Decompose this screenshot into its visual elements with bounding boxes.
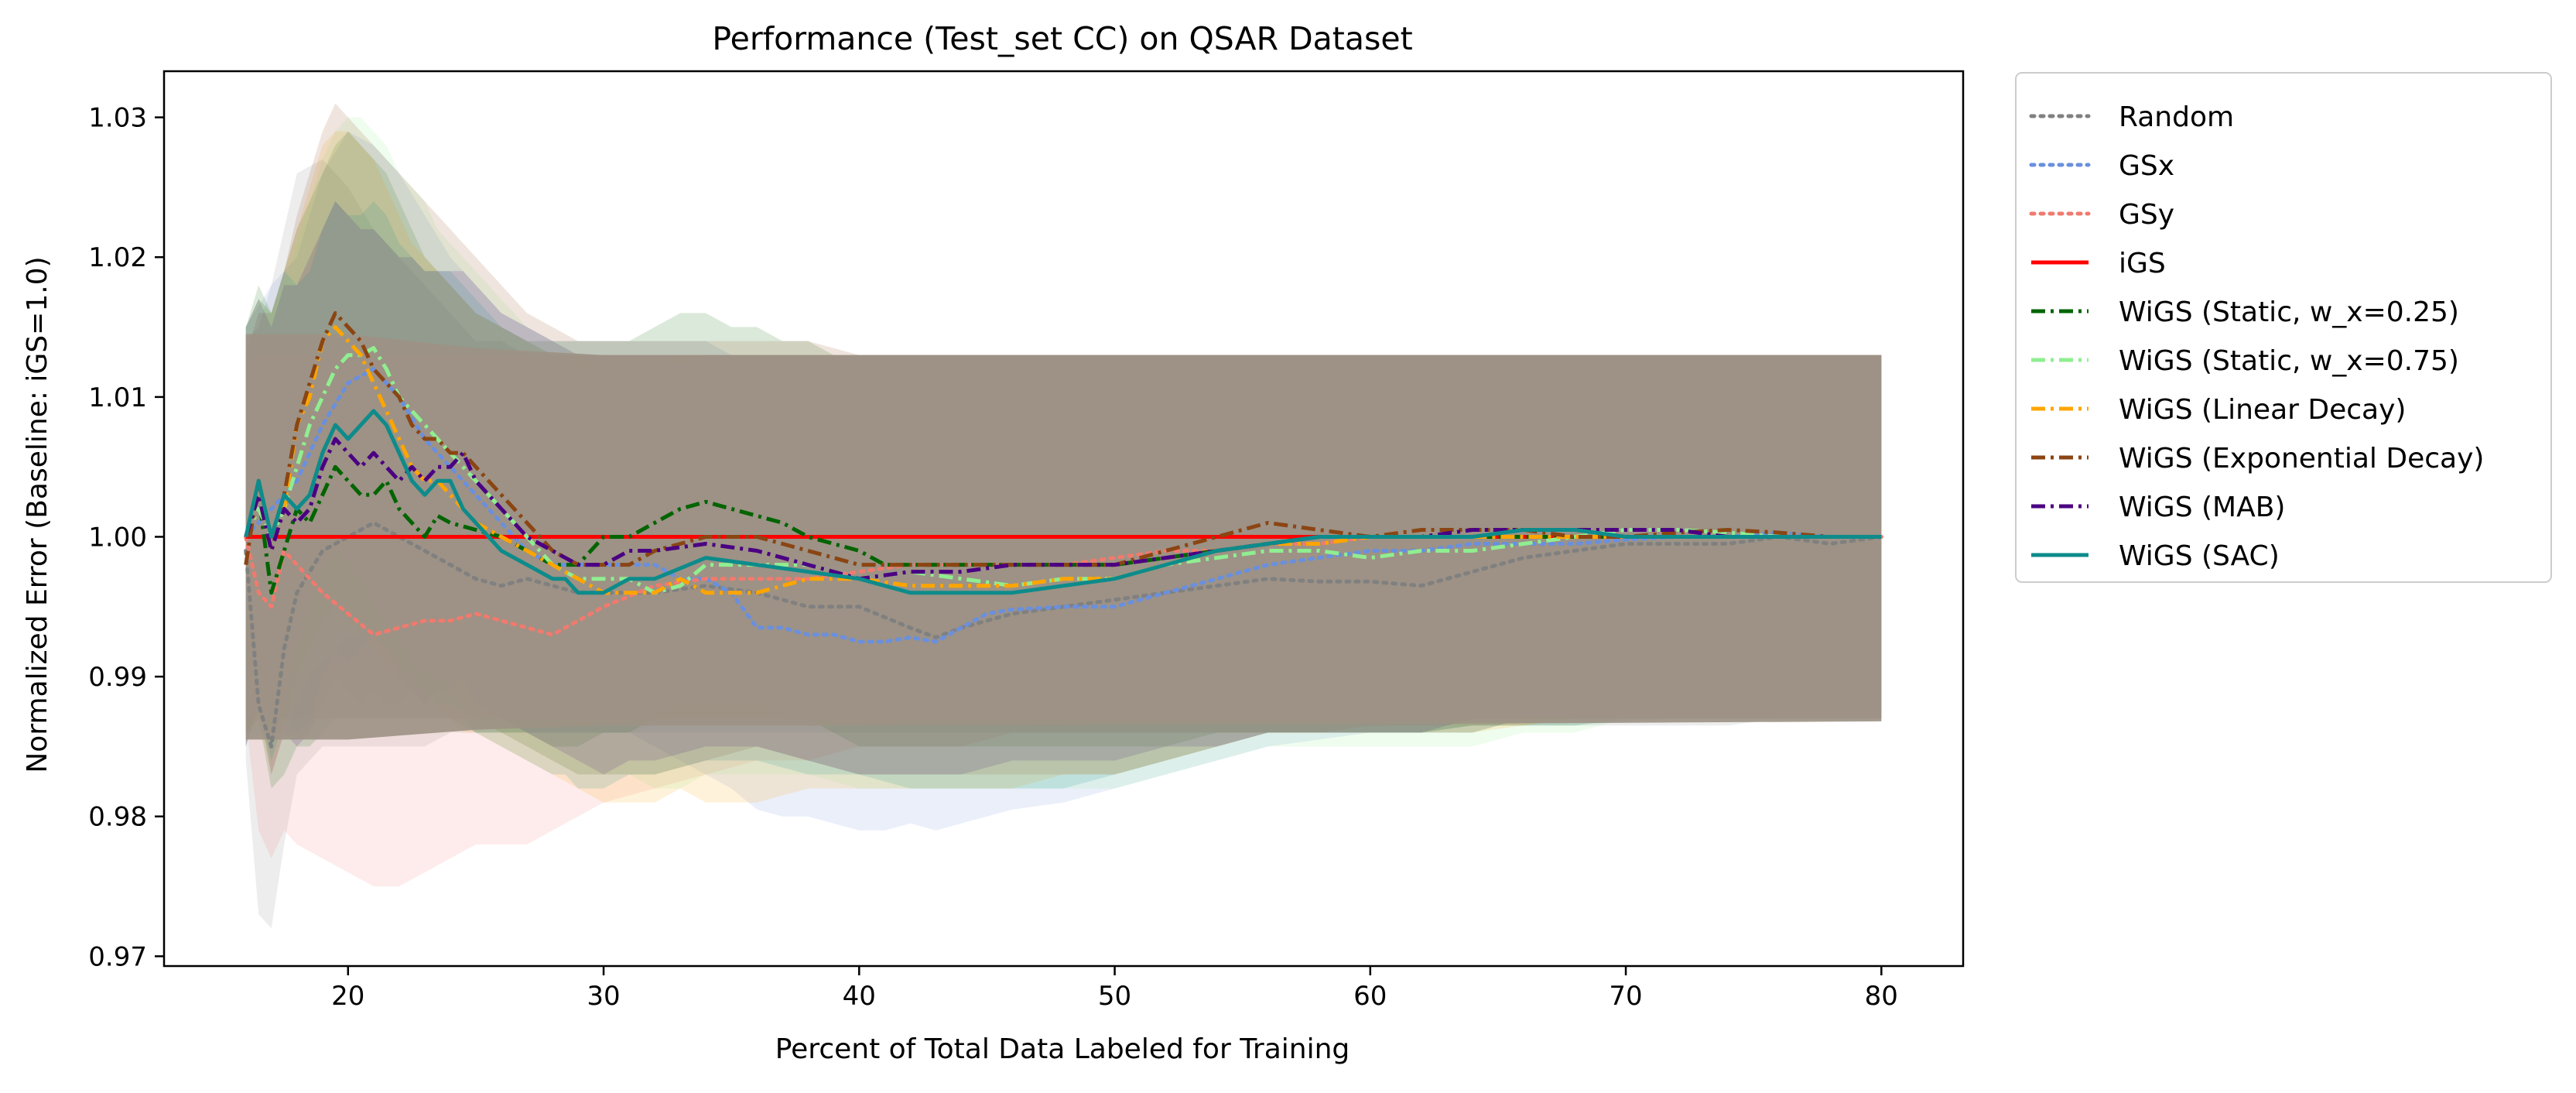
- series-line-7: [244, 311, 1882, 567]
- x-tick-label: 30: [587, 981, 620, 1012]
- legend-label-3: iGS: [2119, 248, 2166, 279]
- legend: Random GSx GSy iGS WiGS (Static, w_x=0.25) Wi…: [2015, 72, 2552, 583]
- legend-frame: [2015, 72, 2552, 583]
- legend-label-0: Random: [2119, 101, 2234, 133]
- y-tick-label: 1.01: [88, 382, 147, 413]
- series-line-0: [244, 520, 1883, 749]
- x-tick-label: 60: [1353, 981, 1387, 1012]
- legend-label-2: GSy: [2119, 199, 2174, 231]
- legend-label-9: WiGS (SAC): [2119, 540, 2280, 572]
- plot-frame: [162, 70, 1965, 968]
- y-tick-label: 1.02: [88, 242, 147, 273]
- legend-label-7: WiGS (Exponential Decay): [2119, 443, 2484, 475]
- legend-label-6: WiGS (Linear Decay): [2119, 394, 2406, 426]
- legend-label-5: WiGS (Static, w_x=0.75): [2119, 345, 2459, 377]
- y-tick-label: 0.97: [88, 941, 147, 972]
- y-tick-label: 0.98: [88, 802, 147, 833]
- series-line-8: [244, 437, 1882, 581]
- x-tick-label: 80: [1865, 981, 1898, 1012]
- series-line-5: [244, 346, 1882, 595]
- x-tick-label: 70: [1609, 981, 1642, 1012]
- x-tick-label: 40: [843, 981, 876, 1012]
- x-axis-label: Percent of Total Data Labeled for Traini…: [775, 1033, 1350, 1065]
- y-tick-label: 1.00: [88, 522, 147, 553]
- y-axis-label: Normalized Error (Baseline: iGS=1.0): [22, 256, 53, 773]
- plot-data: [244, 103, 1883, 929]
- legend-label-1: GSx: [2119, 150, 2174, 182]
- series-line-9: [244, 409, 1882, 595]
- chart-title: Performance (Test_set CC) on QSAR Datase…: [712, 20, 1412, 57]
- legend-label-4: WiGS (Static, w_x=0.25): [2119, 296, 2459, 328]
- legend-label-8: WiGS (MAB): [2119, 492, 2285, 523]
- plot-area: 20 30 40 50 60 70 80 0.97 0.98 0.99 1.00 1.01 1.02 1.…: [88, 70, 1965, 1012]
- series-line-1: [244, 367, 1883, 644]
- y-tick-label: 1.03: [88, 103, 147, 134]
- y-tick-label: 0.99: [88, 662, 147, 693]
- x-tick-label: 50: [1098, 981, 1131, 1012]
- x-tick-label: 20: [331, 981, 364, 1012]
